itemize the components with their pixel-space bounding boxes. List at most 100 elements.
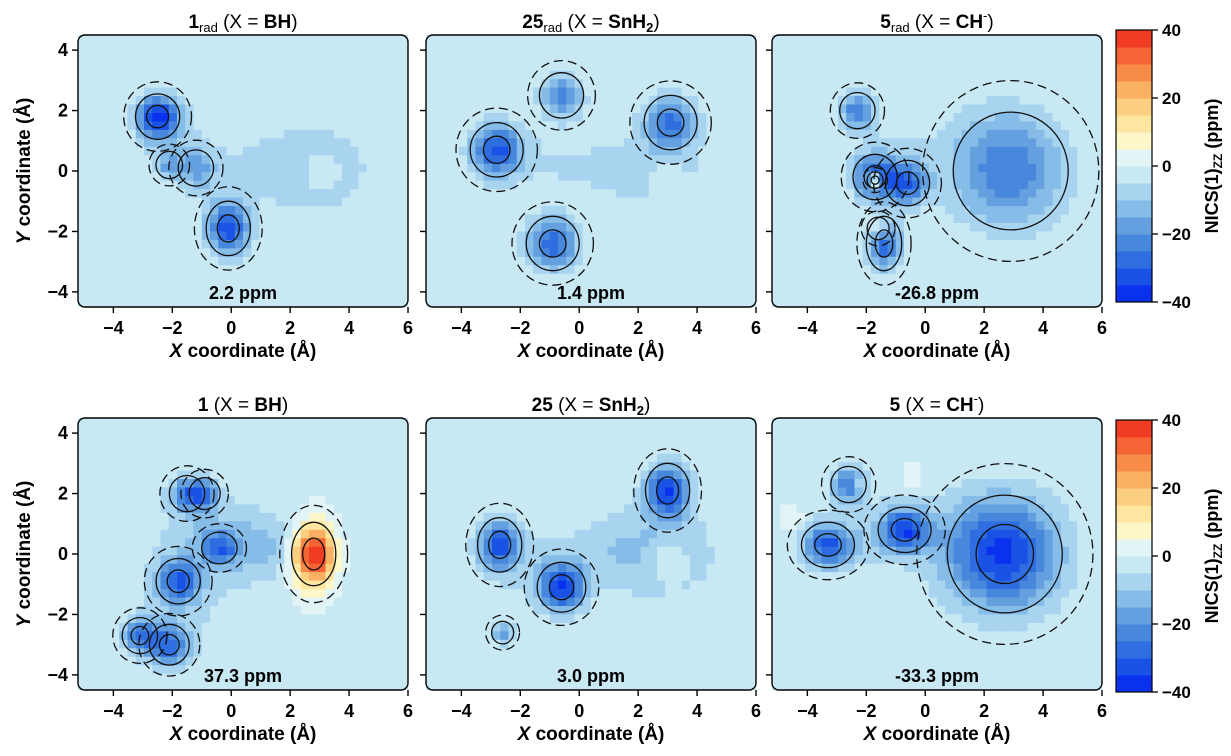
contours <box>123 81 263 271</box>
y-tick-label: 0 <box>58 161 68 181</box>
x-tick-label: 0 <box>920 318 930 338</box>
colorbar-band <box>1116 30 1152 48</box>
x-tick-label: 6 <box>403 318 413 338</box>
x-tick-label: −2 <box>510 701 531 721</box>
colorbar-band <box>1116 573 1152 591</box>
ppm-value: 2.2 ppm <box>209 283 277 303</box>
colorbar-band <box>1116 556 1152 574</box>
x-axis-label: X coordinate (Å) <box>517 341 665 362</box>
colorbar-tick-label: 40 <box>1162 21 1181 40</box>
x-tick-label: −4 <box>797 318 818 338</box>
colorbar-band <box>1116 234 1152 252</box>
x-tick-label: −4 <box>103 701 124 721</box>
panel-5: −4 −2 0 2 4 6 X coordinate (Å) 25 (X = SnH2) 3.0… <box>420 395 761 745</box>
x-tick-label: 4 <box>1038 318 1048 338</box>
y-tick-label: −2 <box>47 221 68 241</box>
colorbar-tick-label: 0 <box>1162 157 1171 176</box>
panel-title: 1rad (X = BH) <box>188 12 297 35</box>
x-tick-label: 4 <box>344 701 354 721</box>
colorbar-band <box>1116 285 1152 303</box>
contours <box>112 465 349 677</box>
y-tick-label: 4 <box>58 40 68 60</box>
x-tick-label: 0 <box>226 701 236 721</box>
x-tick-label: 2 <box>633 318 643 338</box>
colorbar-band <box>1116 675 1152 693</box>
y-tick-label: 2 <box>58 484 68 504</box>
y-tick-label: 0 <box>58 544 68 564</box>
y-tick-label: 4 <box>58 423 68 443</box>
panel-3: −4 −2 0 2 4 6 X coordinate (Å) 5rad (X = CH-) -2… <box>766 8 1107 362</box>
panel-4: −4 −2 0 2 4 6 X coordinate (Å) 4 2 0 −2 −4 Y coordin… <box>14 395 413 745</box>
contours <box>786 456 1094 646</box>
colorbar-band <box>1116 115 1152 133</box>
colorbar-band <box>1116 47 1152 65</box>
colorbar-1: 40 20 0 −20 −40 NICS(1)ZZ (ppm) <box>1115 21 1225 312</box>
x-tick-label: 6 <box>1097 701 1107 721</box>
colorbar-band <box>1116 641 1152 659</box>
colorbar-tick-label: −20 <box>1162 225 1191 244</box>
y-tick-label: −4 <box>47 282 68 302</box>
x-tick-label: 6 <box>751 701 761 721</box>
colorbar-band <box>1116 437 1152 455</box>
x-tick-label: 0 <box>574 701 584 721</box>
x-tick-label: 6 <box>403 701 413 721</box>
colorbar-band <box>1116 251 1152 269</box>
colorbar-band <box>1116 522 1152 540</box>
colorbar-tick-label: −20 <box>1162 615 1191 634</box>
ppm-value: 37.3 ppm <box>204 666 282 686</box>
x-tick-label: 0 <box>920 701 930 721</box>
colorbar-band <box>1116 81 1152 99</box>
y-axis-label: Y coordinate (Å) <box>14 481 35 628</box>
x-axis-label: X coordinate (Å) <box>169 724 317 745</box>
colorbar-band <box>1116 149 1152 167</box>
colorbar-label: NICS(1)ZZ (ppm) <box>1202 99 1225 234</box>
x-tick-label: 0 <box>226 318 236 338</box>
colorbar-band <box>1116 217 1152 235</box>
x-tick-label: 2 <box>979 318 989 338</box>
ppm-value: -33.3 ppm <box>895 666 979 686</box>
x-tick-label: −2 <box>510 318 531 338</box>
panel-title: 1 (X = BH) <box>198 395 288 416</box>
colorbar-tick-label: −40 <box>1162 683 1191 702</box>
x-tick-label: −4 <box>103 318 124 338</box>
panel-6: −4 −2 0 2 4 6 X coordinate (Å) 5 (X = CH-) -33.3… <box>766 391 1107 745</box>
x-tick-label: 0 <box>574 318 584 338</box>
colorbar-tick-label: 20 <box>1162 479 1181 498</box>
colorbar-band <box>1116 658 1152 676</box>
panel-title: 5 (X = CH-) <box>890 391 985 416</box>
x-tick-label: 2 <box>285 318 295 338</box>
panel-1: −4 −2 0 2 4 6 X coordinate (Å) 4 2 0 −2 −4 Y coordin… <box>14 12 413 362</box>
x-tick-label: 4 <box>344 318 354 338</box>
panel-title: 25rad (X = SnH2) <box>522 12 659 35</box>
colorbar-band <box>1116 420 1152 438</box>
colorbar-band <box>1116 64 1152 82</box>
x-axis-label: X coordinate (Å) <box>517 724 665 745</box>
colorbar-band <box>1116 132 1152 150</box>
colorbar-band <box>1116 607 1152 625</box>
colorbar-tick-label: 40 <box>1162 411 1181 430</box>
colorbar-band <box>1116 268 1152 286</box>
colorbar-tick-label: −40 <box>1162 293 1191 312</box>
panel-2: −4 −2 0 2 4 6 X coordinate (Å) 25rad (X = SnH2)… <box>420 12 761 362</box>
x-tick-label: −4 <box>451 701 472 721</box>
contours <box>465 448 703 651</box>
colorbar-band <box>1116 624 1152 642</box>
colorbar-2: 40 20 0 −20 −40 NICS(1)ZZ (ppm) <box>1115 411 1225 702</box>
colorbar-band <box>1116 200 1152 218</box>
heatmap <box>426 35 756 307</box>
x-tick-label: −2 <box>162 318 183 338</box>
colorbar-band <box>1116 590 1152 608</box>
colorbar-label: NICS(1)ZZ (ppm) <box>1202 489 1225 624</box>
y-tick-label: −2 <box>47 604 68 624</box>
colorbar-band <box>1116 539 1152 557</box>
x-tick-label: −4 <box>797 701 818 721</box>
colorbar-tick-label: 20 <box>1162 89 1181 108</box>
x-tick-label: 4 <box>1038 701 1048 721</box>
ppm-value: 3.0 ppm <box>557 666 625 686</box>
ppm-value: -26.8 ppm <box>895 283 979 303</box>
colorbar-band <box>1116 505 1152 523</box>
x-tick-label: 4 <box>692 318 702 338</box>
x-axis-label: X coordinate (Å) <box>169 341 317 362</box>
x-tick-label: 4 <box>692 701 702 721</box>
